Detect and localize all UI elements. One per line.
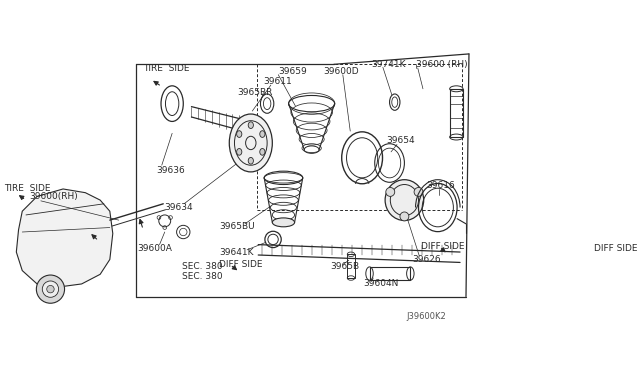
Ellipse shape [42,281,59,297]
Bar [369,267,410,280]
Ellipse shape [248,122,253,128]
Text: DIFF SIDE: DIFF SIDE [422,242,465,251]
Ellipse shape [260,131,265,137]
Ellipse shape [400,212,409,221]
Text: J39600K2: J39600K2 [406,312,446,321]
Text: 39634: 39634 [164,203,193,212]
Text: 39741K: 39741K [371,60,406,69]
Text: 39654: 39654 [386,136,415,145]
Text: 3965BR: 3965BR [237,88,273,97]
Text: 39600D: 39600D [323,67,358,76]
Text: 39611: 39611 [264,77,292,86]
Ellipse shape [260,148,265,155]
Text: TIRE  SIDE: TIRE SIDE [143,64,189,73]
Ellipse shape [248,157,253,164]
Text: DIFF SIDE: DIFF SIDE [219,260,262,269]
Text: TIRE  SIDE: TIRE SIDE [4,185,50,193]
Text: 39600(RH): 39600(RH) [29,192,79,201]
Bar [450,89,463,137]
Text: 39600A: 39600A [137,244,172,253]
Text: 39616: 39616 [427,181,456,190]
Ellipse shape [385,180,424,221]
Text: SEC. 380: SEC. 380 [182,262,223,272]
Ellipse shape [47,285,54,293]
Text: 39659: 39659 [278,67,307,76]
Bar [348,254,355,278]
Text: DIFF SIDE: DIFF SIDE [594,244,637,253]
Ellipse shape [273,218,294,227]
Ellipse shape [229,114,273,172]
Ellipse shape [414,187,423,196]
Ellipse shape [386,187,395,196]
Text: 3965BU: 3965BU [220,222,255,231]
Text: 39626: 39626 [412,255,440,264]
Text: 3965B: 3965B [330,262,359,272]
Ellipse shape [237,131,242,137]
Ellipse shape [36,275,65,303]
Text: 39636: 39636 [156,166,184,175]
Text: SEC. 380: SEC. 380 [182,272,223,281]
Text: 39600 (RH): 39600 (RH) [415,60,467,69]
Text: 39604N: 39604N [364,279,399,288]
Polygon shape [17,189,113,287]
Ellipse shape [237,148,242,155]
Text: 39641K: 39641K [219,247,253,257]
